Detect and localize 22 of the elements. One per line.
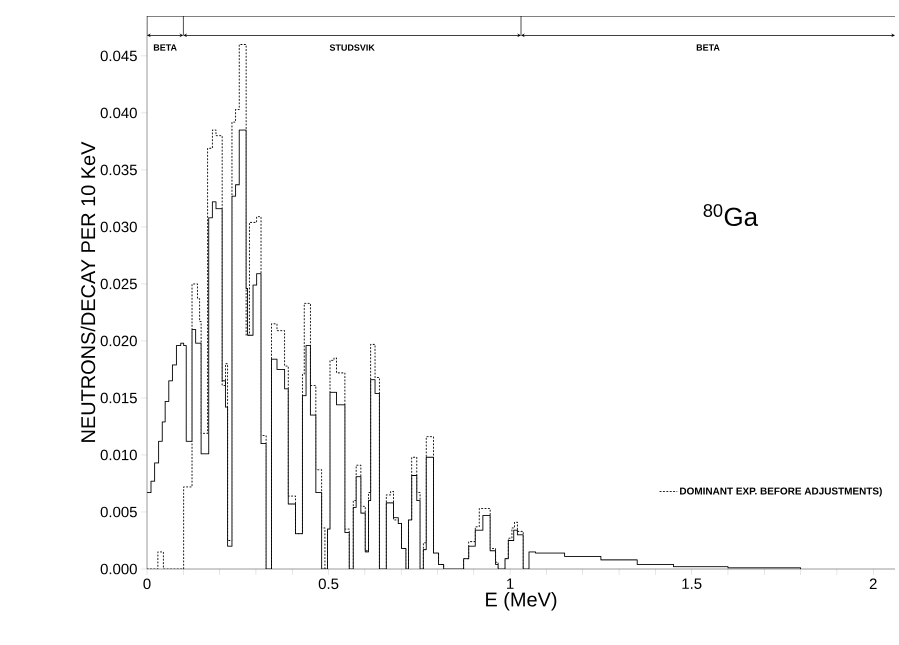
y-tick-label: 0.015 [100, 392, 137, 404]
x-tick-label: 2 [870, 578, 877, 589]
y-tick-label: 0.005 [100, 506, 137, 518]
y-tick-label: 0.045 [100, 50, 137, 62]
x-tick-label: 1 [507, 578, 514, 589]
x-axis-title: E (MeV) [486, 592, 556, 611]
annotation: BETA [154, 44, 177, 51]
y-tick-label: 0.035 [100, 164, 137, 176]
y-tick-label: 0.025 [100, 278, 137, 290]
x-tick-label: 0 [143, 578, 151, 590]
y-tick-label: 0.020 [100, 336, 137, 346]
legend-label: DOMINANT EXP. BEFORE ADJUSTMENTS) [680, 487, 882, 497]
y-tick-label: 0.040 [100, 108, 137, 118]
annotation: BETA [696, 44, 720, 51]
y-tick-label: 0.030 [100, 222, 137, 232]
y-tick-label: 0.010 [100, 450, 137, 460]
annotation: STUDSVIK [330, 44, 375, 51]
y-tick-label: 0.000 [100, 564, 137, 574]
annotation: $^{80}$Ga [704, 204, 758, 226]
x-tick-label: 1.5 [682, 578, 702, 589]
y-axis-title: NEUTRONS/DECAY PER 10 KeV [80, 142, 96, 442]
x-tick-label: 0.5 [318, 578, 338, 590]
